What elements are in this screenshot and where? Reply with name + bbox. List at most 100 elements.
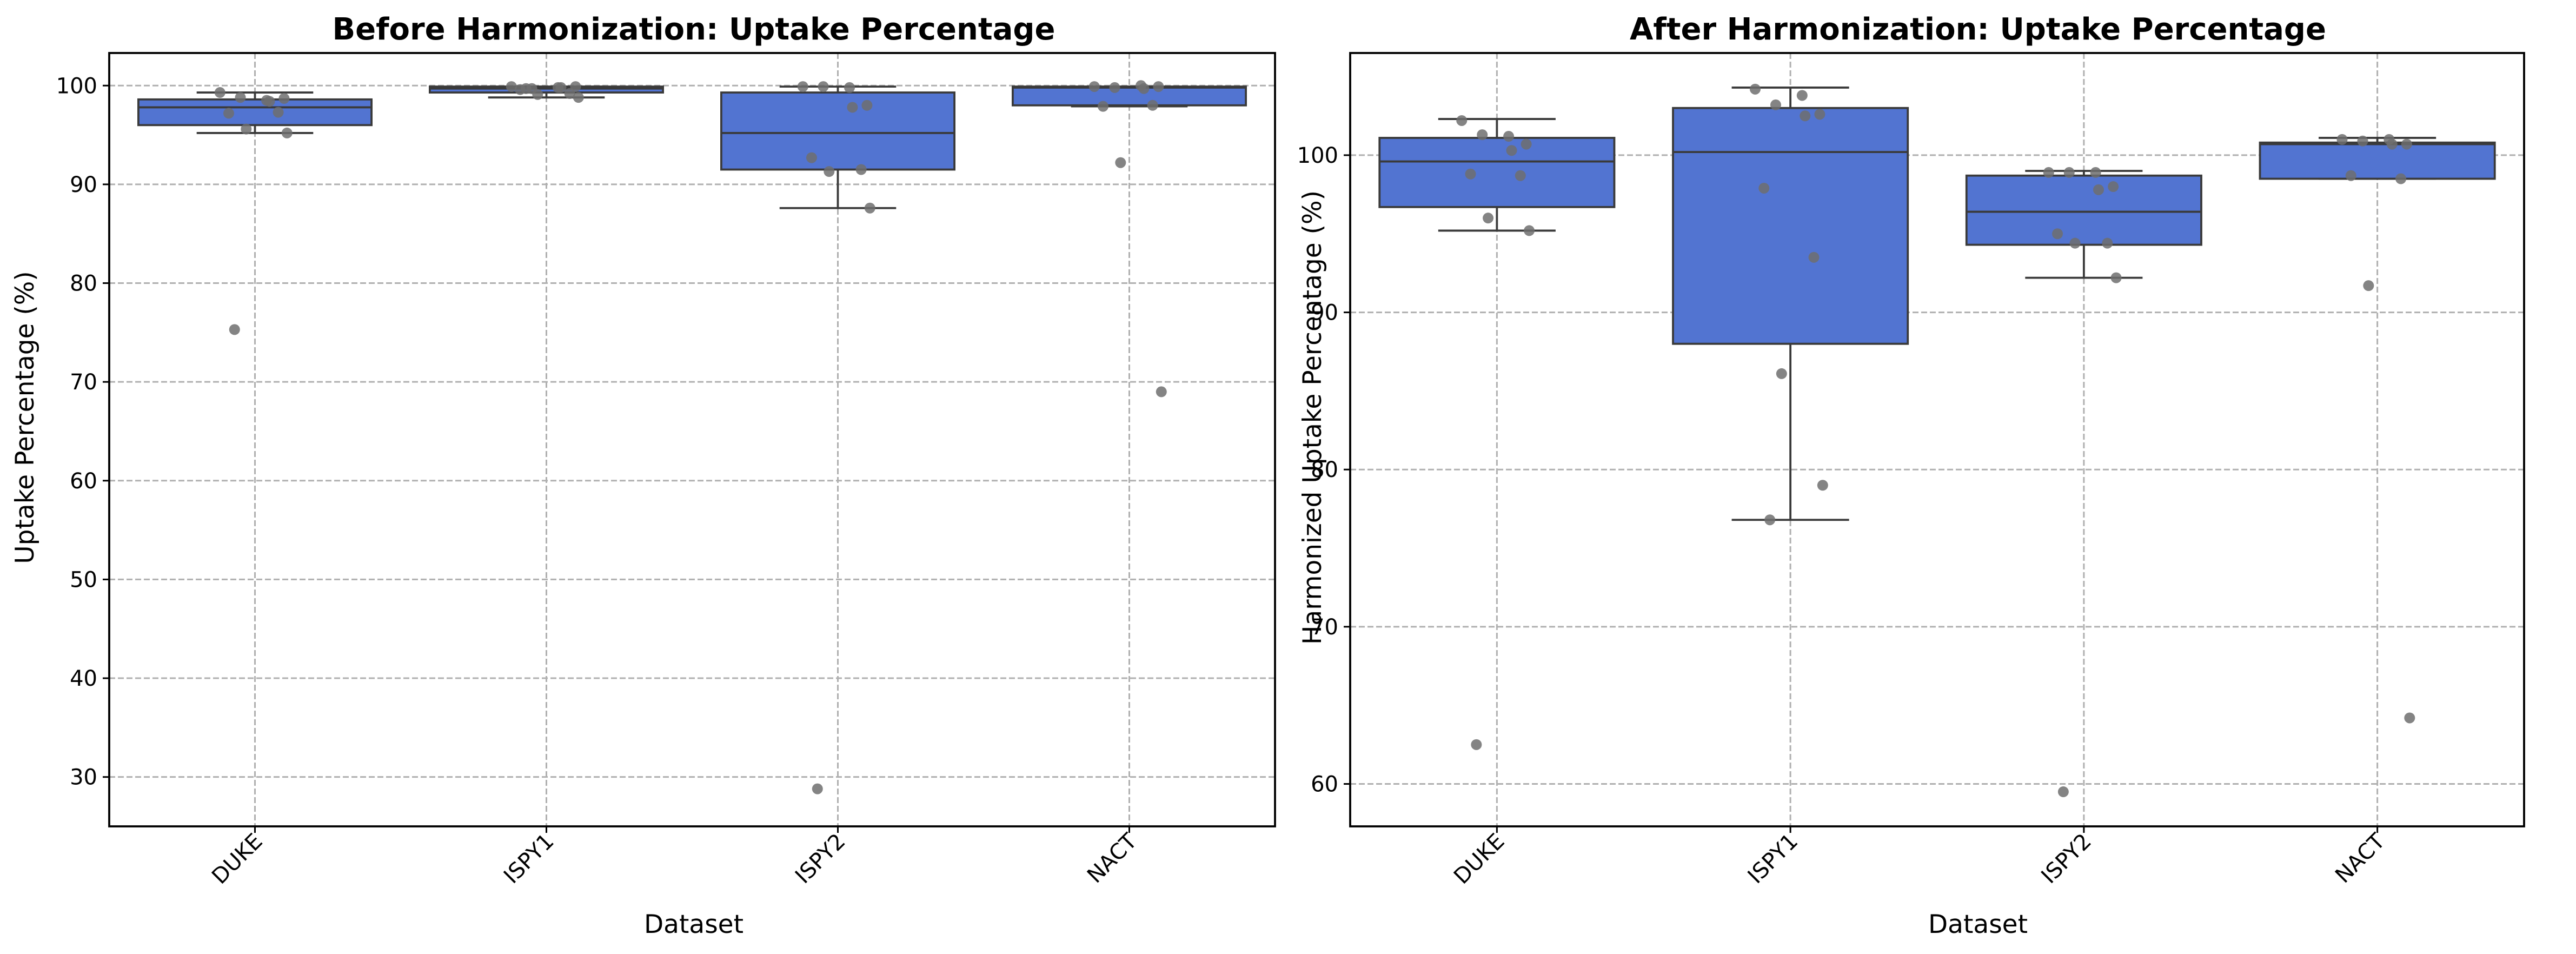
y-tick-label: 100 xyxy=(56,74,97,98)
y-tick-label: 80 xyxy=(1311,458,1338,482)
panel-after-harmonization: After Harmonization: Uptake Percentage D… xyxy=(1297,12,2525,939)
axes: 30 40 50 60 70 80 90 100 DUKE ISPY1 ISPY2 NACT xyxy=(56,52,1276,889)
data-point xyxy=(1817,480,1828,491)
data-point xyxy=(1506,145,1517,156)
x-tick-label: DUKE xyxy=(207,829,267,889)
data-point xyxy=(824,166,835,177)
data-point xyxy=(861,100,873,111)
data-point xyxy=(1097,101,1108,112)
y-tick-label: 70 xyxy=(70,370,97,395)
data-point xyxy=(1156,386,1167,398)
y-tick-label: 80 xyxy=(70,271,97,296)
grid-lines xyxy=(109,53,1275,826)
box-plots xyxy=(1378,87,2496,521)
data-point xyxy=(555,82,567,93)
box-nact xyxy=(2259,137,2496,180)
data-point xyxy=(2395,173,2407,184)
data-point xyxy=(2363,280,2374,292)
data-point xyxy=(797,81,808,92)
y-tick-label: 60 xyxy=(70,469,97,494)
data-point xyxy=(281,127,293,138)
data-point xyxy=(1088,81,1100,92)
data-point xyxy=(2345,170,2356,181)
data-point xyxy=(2386,138,2398,150)
x-tick-label: ISPY2 xyxy=(791,829,851,889)
data-point xyxy=(1109,82,1120,93)
iqr-box xyxy=(1965,174,2202,246)
data-point xyxy=(2052,228,2063,240)
data-point xyxy=(812,783,823,794)
y-tick-label: 50 xyxy=(70,567,97,592)
data-point xyxy=(2108,181,2119,193)
data-point xyxy=(520,83,532,94)
box-duke xyxy=(1378,118,1616,232)
data-point xyxy=(2069,237,2081,249)
data-point xyxy=(532,89,543,100)
data-point xyxy=(1758,182,1770,194)
data-point xyxy=(223,108,234,119)
data-point xyxy=(1749,83,1761,95)
y-tick-label: 70 xyxy=(1311,615,1338,640)
x-tick-label: DUKE xyxy=(1449,829,1509,889)
data-point xyxy=(855,164,867,175)
axes-frame xyxy=(1349,52,2525,827)
data-point xyxy=(1770,99,1781,110)
data-point xyxy=(1471,739,1482,750)
data-point xyxy=(1808,251,1820,263)
y-tick-label: 90 xyxy=(70,173,97,197)
data-point xyxy=(1456,115,1468,126)
data-point xyxy=(235,92,246,103)
data-point xyxy=(214,87,225,98)
iqr-box xyxy=(2259,141,2496,180)
box-ispy1 xyxy=(1672,87,1909,521)
data-point xyxy=(2336,134,2348,145)
x-tick-label: NACT xyxy=(1083,829,1142,888)
data-point xyxy=(2357,135,2368,147)
iqr-box xyxy=(720,91,956,171)
y-tick-label: 90 xyxy=(1311,301,1338,326)
data-point xyxy=(2093,184,2104,195)
data-points xyxy=(214,80,1167,794)
y-tick-label: 60 xyxy=(1311,772,1338,797)
data-point xyxy=(1138,83,1150,94)
iqr-box xyxy=(1378,137,1616,208)
data-point xyxy=(573,92,584,103)
data-point xyxy=(2090,167,2101,178)
iqr-box xyxy=(137,98,373,127)
data-point xyxy=(2057,786,2069,798)
data-point xyxy=(1465,168,1476,180)
data-points xyxy=(1456,83,2415,798)
y-tick-label: 40 xyxy=(70,666,97,691)
box-ispy2 xyxy=(1965,170,2202,279)
data-point xyxy=(241,123,252,135)
x-axis-label: Dataset xyxy=(644,910,743,939)
data-point xyxy=(229,324,240,335)
data-point xyxy=(1503,131,1515,142)
iqr-box xyxy=(1672,107,1909,345)
data-point xyxy=(1483,213,1494,224)
data-point xyxy=(864,202,875,214)
data-point xyxy=(564,88,575,99)
data-point xyxy=(847,102,858,113)
data-point xyxy=(2404,712,2415,724)
data-point xyxy=(1515,170,1526,181)
axes-frame xyxy=(108,52,1276,827)
iqr-box xyxy=(1012,85,1247,107)
data-point xyxy=(1796,90,1808,101)
data-point xyxy=(2102,237,2113,249)
data-point xyxy=(1115,157,1126,168)
box-plots xyxy=(137,85,1247,209)
box-nact xyxy=(1012,85,1247,108)
data-point xyxy=(1147,100,1158,111)
data-point xyxy=(2063,167,2075,178)
x-axis-label: Dataset xyxy=(1928,910,2028,939)
data-point xyxy=(1524,225,1535,236)
data-point xyxy=(278,93,290,104)
data-point xyxy=(264,96,275,107)
data-point xyxy=(1814,109,1825,120)
y-tick-label: 100 xyxy=(1297,143,1338,168)
data-point xyxy=(1477,129,1488,141)
y-axis-label: Uptake Percentage (%) xyxy=(10,271,40,564)
chart-title: Before Harmonization: Uptake Percentage xyxy=(333,12,1055,47)
data-point xyxy=(1800,110,1811,122)
